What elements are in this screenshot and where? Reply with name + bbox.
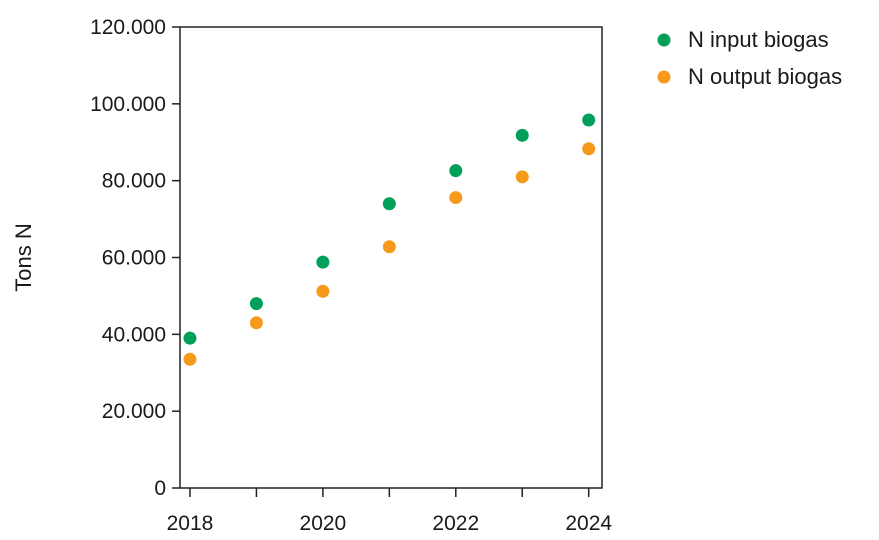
data-point-series-2 xyxy=(249,316,263,330)
data-point-series-2 xyxy=(515,170,529,184)
data-point-series-2 xyxy=(382,240,396,254)
data-point-series-1 xyxy=(183,331,197,345)
y-axis-ticks: 0 20.000 40.000 60.000 80.000 100.000 120.000 xyxy=(90,16,180,500)
data-point-series-2 xyxy=(582,142,596,156)
x-axis-ticks: 2018 2020 2022 2024 xyxy=(167,488,612,535)
data-point-series-1 xyxy=(582,113,596,127)
data-point-series-1 xyxy=(249,297,263,311)
y-axis-label: Tons N xyxy=(11,223,36,291)
plot-frame xyxy=(179,26,603,489)
y-tick-label: 20.000 xyxy=(102,400,166,423)
x-tick-label: 2018 xyxy=(167,512,214,535)
legend-marker xyxy=(657,70,671,84)
data-points xyxy=(183,113,596,366)
y-tick-label: 40.000 xyxy=(102,323,166,346)
data-point-series-1 xyxy=(382,197,396,211)
data-point-series-2 xyxy=(183,352,197,366)
legend: N input biogas N output biogas xyxy=(657,27,842,89)
data-point-series-2 xyxy=(449,191,463,205)
data-point-series-1 xyxy=(515,128,529,142)
x-tick-label: 2020 xyxy=(300,512,347,535)
y-tick-label: 60.000 xyxy=(102,247,166,270)
legend-label: N input biogas xyxy=(688,27,829,52)
y-tick-label: 100.000 xyxy=(90,93,166,116)
y-tick-label: 0 xyxy=(154,477,166,500)
data-point-series-2 xyxy=(316,284,330,298)
legend-marker xyxy=(657,33,671,47)
x-tick-label: 2022 xyxy=(432,512,479,535)
x-tick-label: 2024 xyxy=(565,512,612,535)
data-point-series-1 xyxy=(449,164,463,178)
data-point-series-1 xyxy=(316,255,330,269)
y-tick-label: 120.000 xyxy=(90,16,166,39)
legend-label: N output biogas xyxy=(688,64,842,89)
y-tick-label: 80.000 xyxy=(102,170,166,193)
